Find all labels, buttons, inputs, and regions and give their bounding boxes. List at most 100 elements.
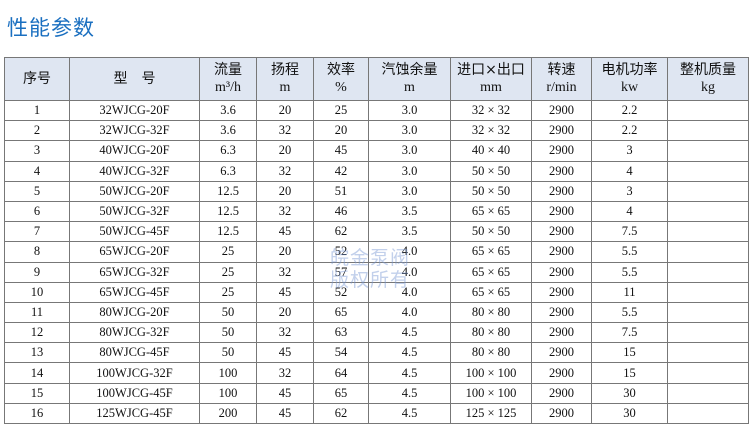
column-header-unit: r/min	[546, 80, 577, 95]
table-cell: 20	[256, 140, 314, 162]
table-cell: 50 × 50	[450, 221, 532, 243]
table-cell: 46	[313, 200, 369, 223]
column-header-unit: m	[279, 80, 291, 95]
table-cell: 50 × 50	[450, 160, 532, 182]
table-cell: 4.5	[368, 382, 451, 404]
table-cell: 40 × 40	[450, 140, 532, 162]
column-header: 扬程 m	[256, 57, 314, 101]
table-cell: 45	[256, 281, 314, 303]
table-cell: 4	[4, 160, 70, 182]
column-header-unit: mm	[480, 80, 502, 95]
table-cell: 50 × 50	[450, 180, 532, 202]
table-cell: 2900	[531, 99, 592, 122]
column-header: 序号	[4, 57, 70, 101]
table-cell: 5.5	[591, 261, 668, 283]
table-cell: 16	[4, 402, 70, 425]
table-cell: 80WJCG-32F	[69, 322, 200, 344]
column-header: 效率%	[313, 57, 369, 101]
table-cell: 2900	[531, 140, 592, 162]
table-cell	[667, 160, 749, 182]
table-cell: 5.5	[591, 301, 668, 324]
table-cell	[667, 382, 749, 404]
table-cell: 3	[4, 140, 70, 162]
column-header-name: 电机功率	[601, 62, 658, 78]
table-cell: 65WJCG-20F	[69, 241, 200, 263]
table-cell: 32	[256, 160, 314, 182]
table-cell: 3.0	[368, 120, 451, 142]
table-row: 4 40WJCG-32F 6.3 32 42 3.0 50 × 50 2900 4	[4, 160, 749, 182]
table-row: 15 100WJCG-45F 100 45 65 4.5 100 × 100 2900 30	[4, 382, 749, 404]
table-cell: 7.5	[591, 221, 668, 243]
table-cell: 65WJCG-45F	[69, 281, 200, 303]
column-header-name: 转速	[547, 62, 576, 78]
table-cell: 15	[591, 362, 668, 384]
table-row: 1 32WJCG-20F 3.6 20 25 3.0 32 × 32 2900 2.2	[4, 99, 749, 122]
table-cell	[667, 180, 749, 202]
table-cell: 57	[313, 261, 369, 283]
table-cell: 45	[256, 402, 314, 425]
table-cell: 32	[256, 120, 314, 142]
table-cell: 4.5	[368, 322, 451, 344]
column-header-unit: %	[335, 80, 347, 95]
table-cell: 52	[313, 281, 369, 303]
table-cell: 125WJCG-45F	[69, 402, 200, 425]
table-cell: 4.5	[368, 402, 451, 425]
table-cell: 12	[4, 322, 70, 344]
table-cell: 2900	[531, 322, 592, 344]
column-header: 进口×出口 mm	[450, 57, 532, 101]
table-cell: 20	[256, 301, 314, 324]
column-header: 转速 r/min	[531, 57, 592, 101]
table-cell: 2900	[531, 180, 592, 202]
table-cell: 50	[199, 322, 257, 344]
table-cell: 4.5	[368, 342, 451, 364]
table-cell: 12.5	[199, 200, 257, 223]
table-cell: 1	[4, 99, 70, 122]
column-header: 流量 m³/h	[199, 57, 257, 101]
table-cell: 6.3	[199, 140, 257, 162]
table-cell: 15	[4, 382, 70, 404]
table-cell: 4.5	[368, 362, 451, 384]
column-header-name: 型 号	[113, 70, 156, 87]
table-row: 13 80WJCG-45F 50 45 54 4.5 80 × 80 2900 15	[4, 342, 749, 364]
table-row: 16 125WJCG-45F 200 45 62 4.5 125 × 125 2900 30	[4, 402, 749, 425]
table-cell: 64	[313, 362, 369, 384]
table-cell: 5.5	[591, 241, 668, 263]
table-cell: 3.5	[368, 221, 451, 243]
table-row: 12 80WJCG-32F 50 32 63 4.5 80 × 80 2900 7.5	[4, 322, 749, 344]
table-cell: 45	[313, 140, 369, 162]
table-cell: 80WJCG-45F	[69, 342, 200, 364]
table-cell: 7.5	[591, 322, 668, 344]
table-cell: 2.2	[591, 99, 668, 122]
table-cell: 2900	[531, 402, 592, 425]
table-cell	[667, 281, 749, 303]
table-cell: 2.2	[591, 120, 668, 142]
table-cell: 2900	[531, 382, 592, 404]
table-cell	[667, 322, 749, 344]
column-header-name: 效率	[327, 62, 355, 78]
table-cell: 2900	[531, 342, 592, 364]
table-cell: 3.0	[368, 160, 451, 182]
table-cell: 63	[313, 322, 369, 344]
table-cell: 32WJCG-20F	[69, 99, 200, 122]
table-cell: 80WJCG-20F	[69, 301, 200, 324]
table-cell: 4.0	[368, 261, 451, 283]
column-header: 电机功率 kw	[591, 57, 668, 101]
table-cell: 2900	[531, 221, 592, 243]
table-cell: 100WJCG-32F	[69, 362, 200, 384]
table-row: 2 32WJCG-32F 3.6 32 20 3.0 32 × 32 2900 2.2	[4, 120, 749, 142]
table-cell: 9	[4, 261, 70, 283]
table-row: 9 65WJCG-32F 25 32 57 4.0 65 × 65 2900 5.5	[4, 261, 749, 283]
table-cell: 10	[4, 281, 70, 303]
table-cell: 50WJCG-32F	[69, 200, 200, 223]
table-cell	[667, 241, 749, 263]
table-cell: 32	[256, 322, 314, 344]
table-cell: 2900	[531, 200, 592, 223]
table-cell: 3.6	[199, 120, 257, 142]
table-cell: 25	[313, 99, 369, 122]
table-cell: 3.0	[368, 99, 451, 122]
table-cell: 2900	[531, 281, 592, 303]
table-row: 10 65WJCG-45F 25 45 52 4.0 65 × 65 2900 11	[4, 281, 749, 303]
table-cell: 3.0	[368, 140, 451, 162]
column-header: 整机质量 kg	[667, 57, 749, 101]
table-cell: 2900	[531, 261, 592, 283]
